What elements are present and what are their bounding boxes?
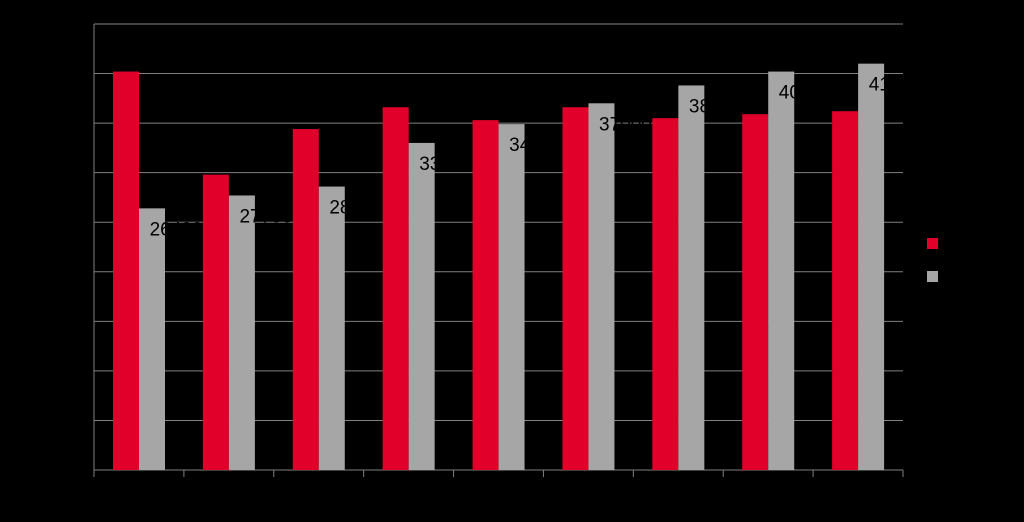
value-label: 28600 <box>329 198 382 219</box>
value-label: 27700 <box>239 206 292 227</box>
bar <box>202 174 229 470</box>
bar <box>858 63 885 471</box>
y-tick-label: 25000 <box>47 213 86 229</box>
bar <box>588 103 615 471</box>
value-label: 38800 <box>689 96 742 117</box>
bar <box>832 111 859 471</box>
bar <box>562 107 589 471</box>
bar <box>768 71 795 470</box>
bar <box>652 118 679 471</box>
y-tick-label: 35000 <box>47 114 86 130</box>
bar <box>113 71 139 470</box>
y-tick-label: 15000 <box>47 312 86 328</box>
bar <box>292 129 319 470</box>
bar <box>382 107 409 471</box>
bar <box>318 186 345 470</box>
value-label: 37000 <box>599 114 652 135</box>
value-label: 26400 <box>150 219 203 240</box>
y-tick-label: 10000 <box>47 362 86 378</box>
value-label: 33000 <box>419 154 472 175</box>
bar <box>678 85 705 471</box>
y-tick-label: 45000 <box>47 15 86 31</box>
y-tick-label: 0 <box>78 461 86 477</box>
value-label: 40200 <box>779 83 832 104</box>
y-tick-label: 5000 <box>55 411 86 427</box>
bar <box>472 120 499 470</box>
bar <box>139 208 165 470</box>
bar <box>228 195 255 470</box>
y-tick-label: 40000 <box>47 64 86 80</box>
value-label: 41000 <box>869 75 922 96</box>
y-tick-label: 20000 <box>47 262 86 278</box>
bar <box>742 114 769 471</box>
legend-swatch <box>927 271 938 282</box>
bar <box>408 142 435 470</box>
value-label: 34900 <box>509 135 562 156</box>
y-tick-label: 30000 <box>47 163 86 179</box>
bar <box>498 124 525 470</box>
legend-swatch <box>927 238 938 249</box>
